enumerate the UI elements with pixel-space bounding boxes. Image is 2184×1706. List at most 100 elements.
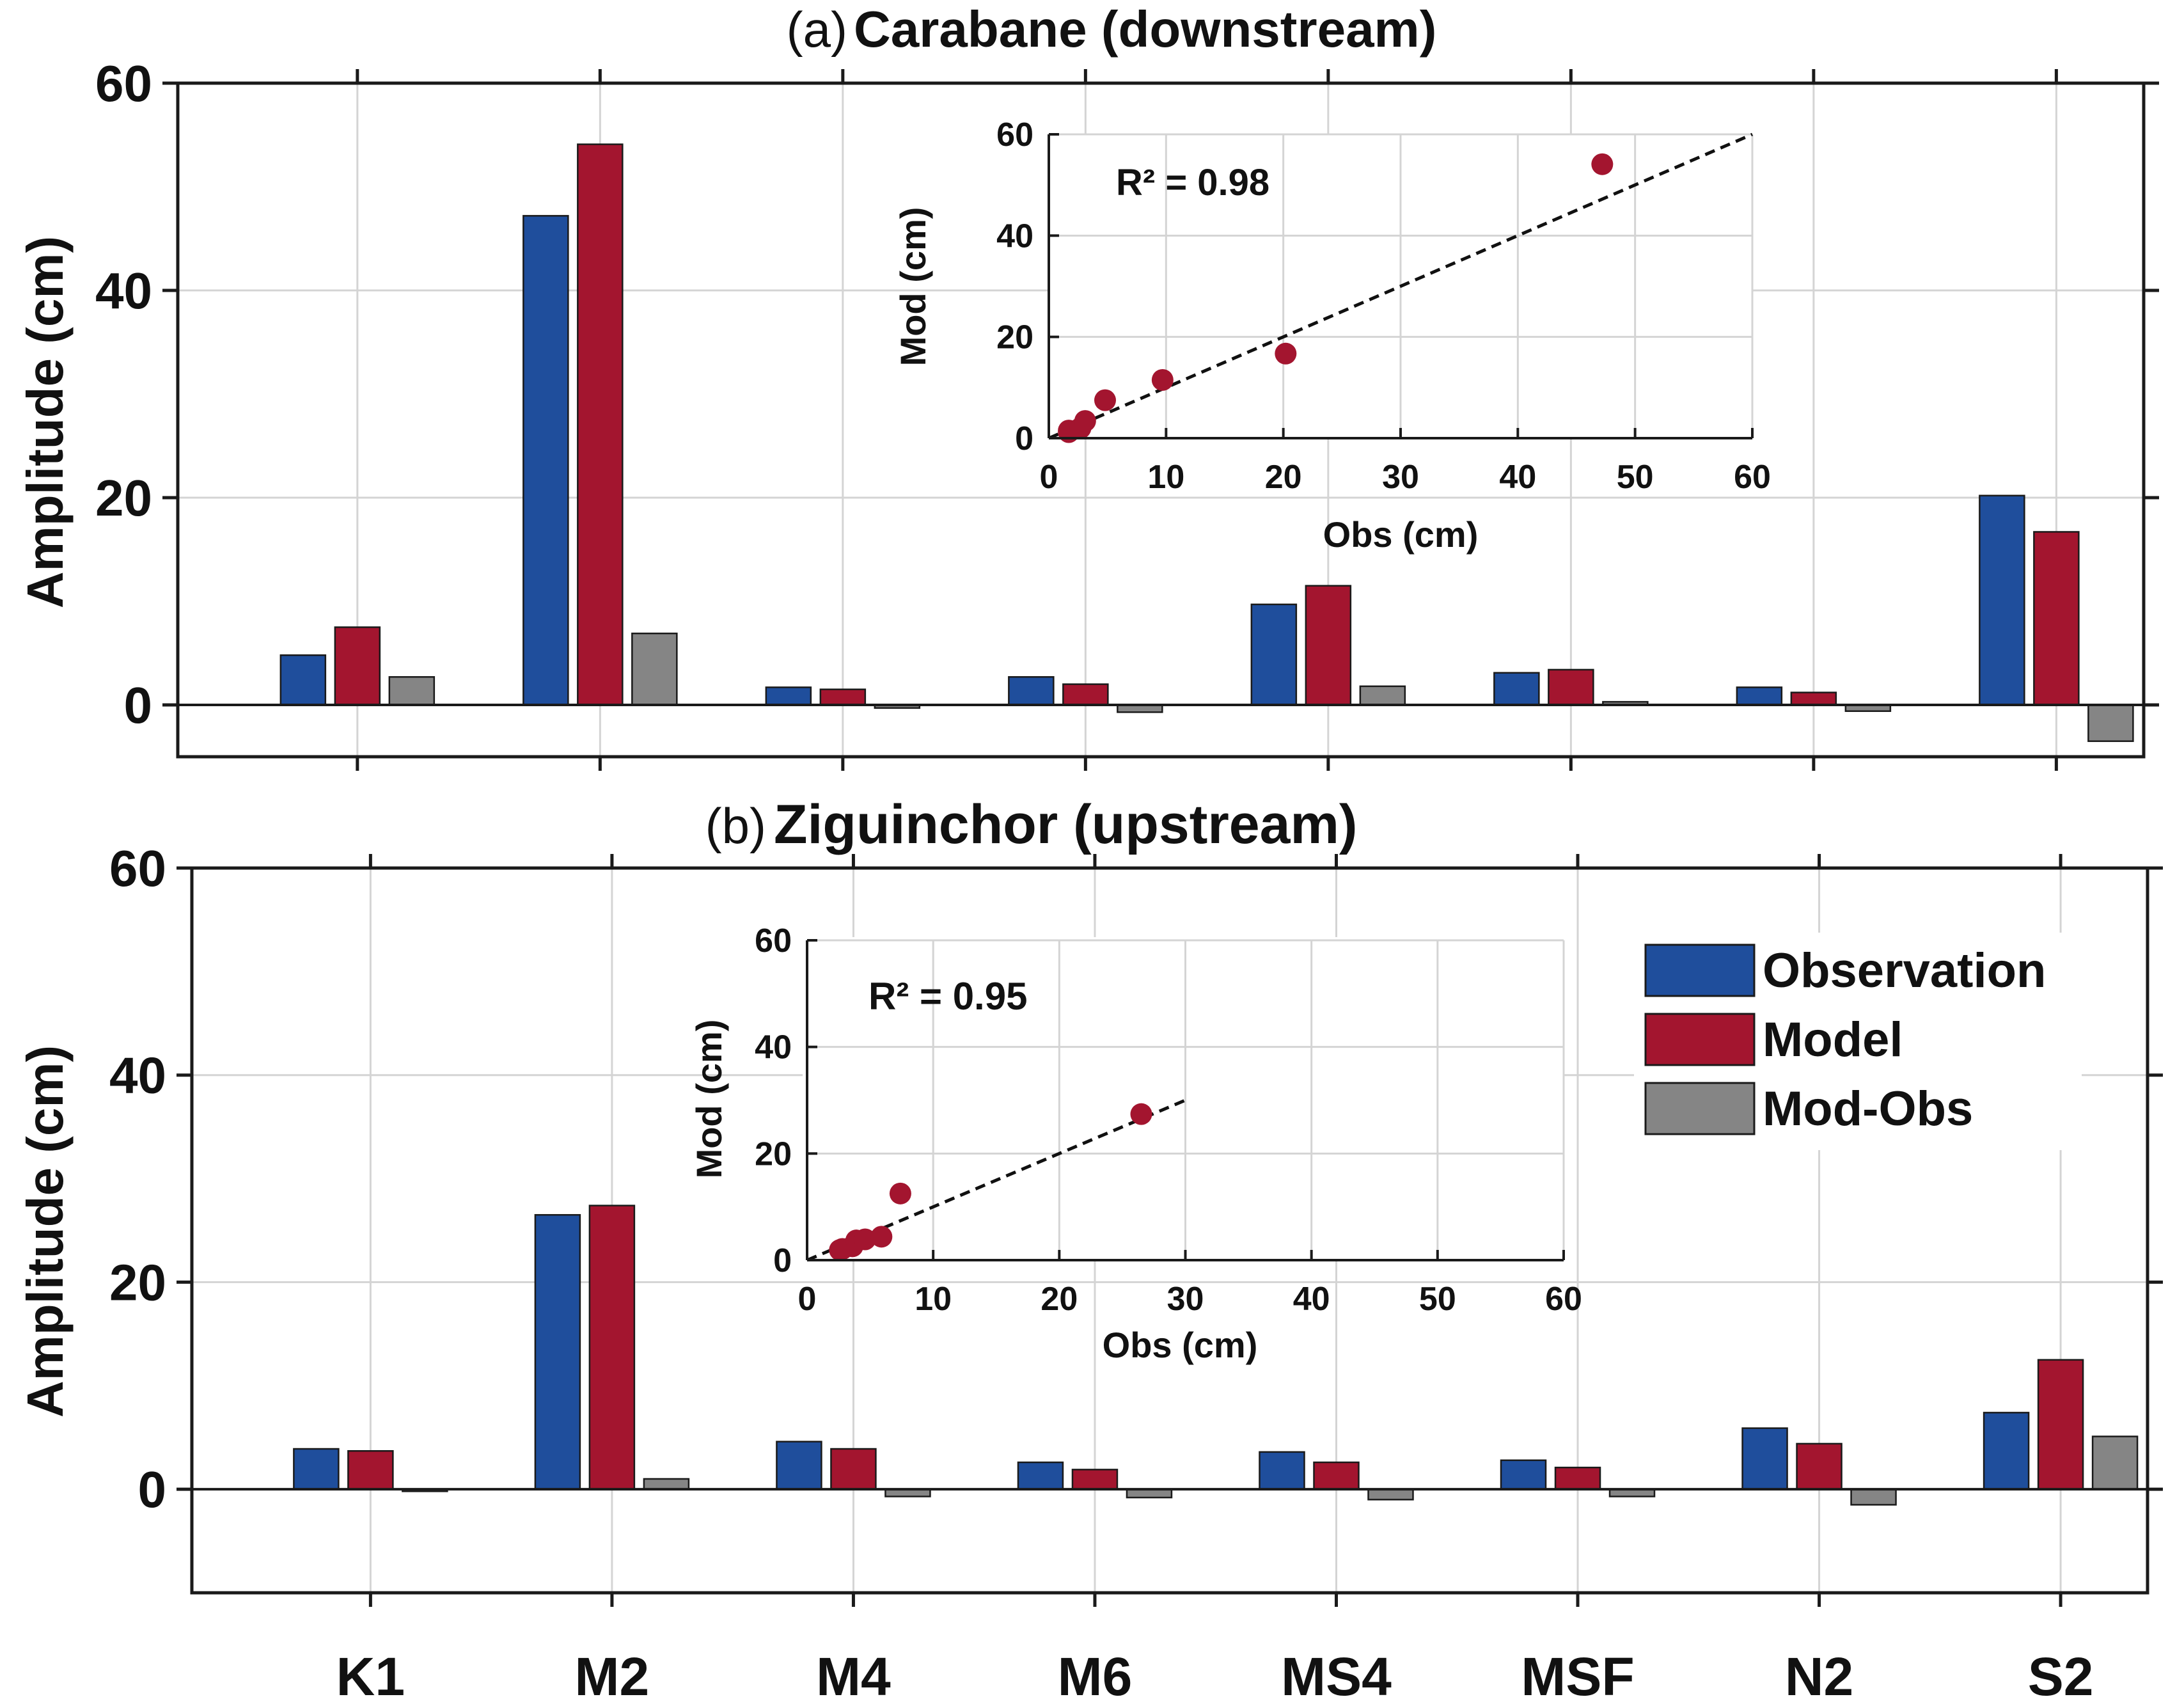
panel-b-inset-points: [829, 1103, 1152, 1261]
bar-model-s2: [2037, 1359, 2084, 1490]
x-tick-label-n2: N2: [1785, 1647, 1853, 1706]
y-tick-label: 40: [109, 1047, 166, 1104]
panel-b-inset-x-label: Obs (cm): [1103, 1325, 1258, 1365]
y-tick-label: 0: [138, 1461, 167, 1518]
panel-b-inset-scatter: 0 10 20 30 40 50 60 0 20 40 60 R² = 0.95 Obs (cm)…: [689, 922, 1582, 1365]
inset-x-tick-label: 0: [1040, 459, 1058, 496]
y-tick-label: 40: [95, 262, 152, 319]
inset-y-tick-label: 20: [996, 319, 1033, 356]
panel-b-inset-x-ticks: 0 10 20 30 40 50 60: [798, 1250, 1582, 1318]
bar-model-ms4: [1305, 585, 1352, 706]
panel-a-inset-one-to-one-line: [1048, 132, 1753, 440]
inset-x-tick-label: 40: [1293, 1281, 1330, 1318]
x-tick-label-s2: S2: [2028, 1647, 2094, 1706]
panel-a-y-axis-label: Amplitude (cm): [17, 236, 74, 608]
y-tick-label: 20: [95, 470, 152, 526]
bar-model-m2: [577, 143, 624, 706]
inset-x-tick-label: 50: [1419, 1281, 1456, 1318]
bar-observation-n2: [1736, 686, 1783, 706]
inset-y-tick-label: 40: [755, 1029, 792, 1066]
bar-model-k1: [347, 1450, 394, 1490]
panel-b-axes: [190, 854, 2149, 1607]
inset-x-tick-label: 10: [915, 1281, 952, 1318]
panel-a-inset-r2: R² = 0.98: [1116, 162, 1269, 203]
inset-point: [1094, 389, 1116, 411]
bar-mod-obs-n2: [1850, 1488, 1897, 1506]
inset-x-tick-label: 60: [1734, 459, 1771, 496]
bar-model-m2: [588, 1204, 636, 1490]
panel-b-inset-r2: R² = 0.95: [868, 975, 1027, 1018]
bar-observation-s2: [1983, 1412, 2030, 1490]
bar-model-ms4: [1313, 1461, 1360, 1490]
panel-b-ziguinchor: (b) Ziguinchor (upstream) Amplitude (cm)…: [17, 794, 2163, 1706]
inset-point: [854, 1228, 876, 1251]
panel-a-title-prefix: (a): [787, 1, 847, 58]
legend-label-model: Model: [1763, 1013, 1903, 1067]
x-tick-label-m4: M4: [816, 1647, 891, 1706]
panel-a-inset-y-label: Mod (cm): [893, 207, 933, 367]
axes-frame: [190, 866, 2149, 1595]
bar-model-k1: [334, 626, 381, 706]
inset-y-tick-label: 60: [996, 116, 1033, 154]
axes-frame: [176, 81, 2146, 759]
panel-b-title: Ziguinchor (upstream): [774, 794, 1358, 855]
inset-x-tick-label: 20: [1265, 459, 1302, 496]
inset-x-tick-label: 0: [798, 1281, 817, 1318]
y-tick-label: 0: [124, 677, 153, 734]
y-tick-label: 60: [95, 55, 152, 112]
inset-x-tick-label: 30: [1382, 459, 1419, 496]
bar-model-n2: [1790, 691, 1837, 706]
bar-observation-m2: [534, 1213, 581, 1490]
inset-y-tick-label: 0: [1015, 420, 1033, 457]
bar-observation-n2: [1741, 1427, 1788, 1490]
panel-a-inset-scatter: 0 10 20 30 40 50 60 0 20 40 60 R² = 0.98 Obs (cm)…: [893, 116, 1771, 555]
panel-a-axes: [176, 69, 2146, 771]
bar-observation-k1: [279, 654, 327, 706]
panel-a-inset-x-ticks: 0 10 20 30 40 50 60: [1040, 428, 1771, 496]
bar-model-s2: [2033, 531, 2080, 706]
panel-a-inset-y-ticks: 0 20 40 60: [996, 116, 1059, 457]
x-axis-category-labels: K1 M2 M4 M6 MS4 MSF N2 S2: [336, 1647, 2094, 1706]
bar-observation-m6: [1008, 676, 1055, 706]
legend-swatch-mod-obs: [1644, 1082, 1756, 1135]
panel-b-title-prefix: (b): [705, 798, 766, 854]
bar-observation-k1: [293, 1448, 340, 1490]
bar-observation-ms4: [1250, 603, 1298, 706]
legend: Observation Model Mod-Obs: [1634, 933, 2082, 1150]
x-tick-label-msf: MSF: [1521, 1647, 1634, 1706]
y-tick-label: 20: [109, 1254, 166, 1311]
x-tick-label-k1: K1: [336, 1647, 405, 1706]
bar-observation-m4: [765, 686, 812, 706]
panel-a-y-ticks: 0 20 40 60: [95, 55, 2159, 734]
bar-model-m6: [1062, 683, 1109, 706]
inset-point: [889, 1182, 911, 1204]
inset-point: [1130, 1103, 1152, 1125]
bar-model-m4: [819, 688, 867, 706]
bar-observation-m6: [1017, 1461, 1064, 1490]
bar-mod-obs-m2: [643, 1478, 690, 1490]
inset-x-tick-label: 10: [1147, 459, 1184, 496]
bar-mod-obs-m2: [631, 632, 678, 706]
inset-point: [1275, 342, 1297, 365]
legend-label-mod-obs: Mod-Obs: [1763, 1082, 1973, 1136]
bar-observation-m4: [776, 1441, 822, 1490]
inset-y-tick-label: 40: [996, 217, 1033, 255]
bar-mod-obs-s2: [2087, 704, 2134, 742]
bar-mod-obs-ms4: [1367, 1488, 1414, 1501]
panel-b-inset-y-ticks: 0 20 40 60: [755, 922, 817, 1279]
panel-a-carabane: (a) Carabane (downstream) Amplitude (cm)…: [17, 1, 2159, 771]
panel-a-inset-x-label: Obs (cm): [1323, 514, 1479, 555]
bar-mod-obs-s2: [2091, 1435, 2139, 1490]
inset-y-tick-label: 0: [773, 1242, 792, 1279]
inset-x-tick-label: 40: [1499, 459, 1536, 496]
x-tick-label-ms4: MS4: [1281, 1647, 1392, 1706]
inset-x-tick-label: 30: [1167, 1281, 1204, 1318]
panel-b-bars: [293, 1204, 2139, 1506]
inset-point: [1074, 410, 1096, 432]
inset-point: [1151, 368, 1174, 391]
bar-observation-ms4: [1259, 1451, 1305, 1490]
bar-model-msf: [1554, 1466, 1601, 1490]
inset-y-tick-label: 60: [755, 922, 792, 960]
inset-point: [870, 1226, 893, 1248]
panel-b-y-ticks: 0 20 40 60: [109, 840, 2163, 1518]
